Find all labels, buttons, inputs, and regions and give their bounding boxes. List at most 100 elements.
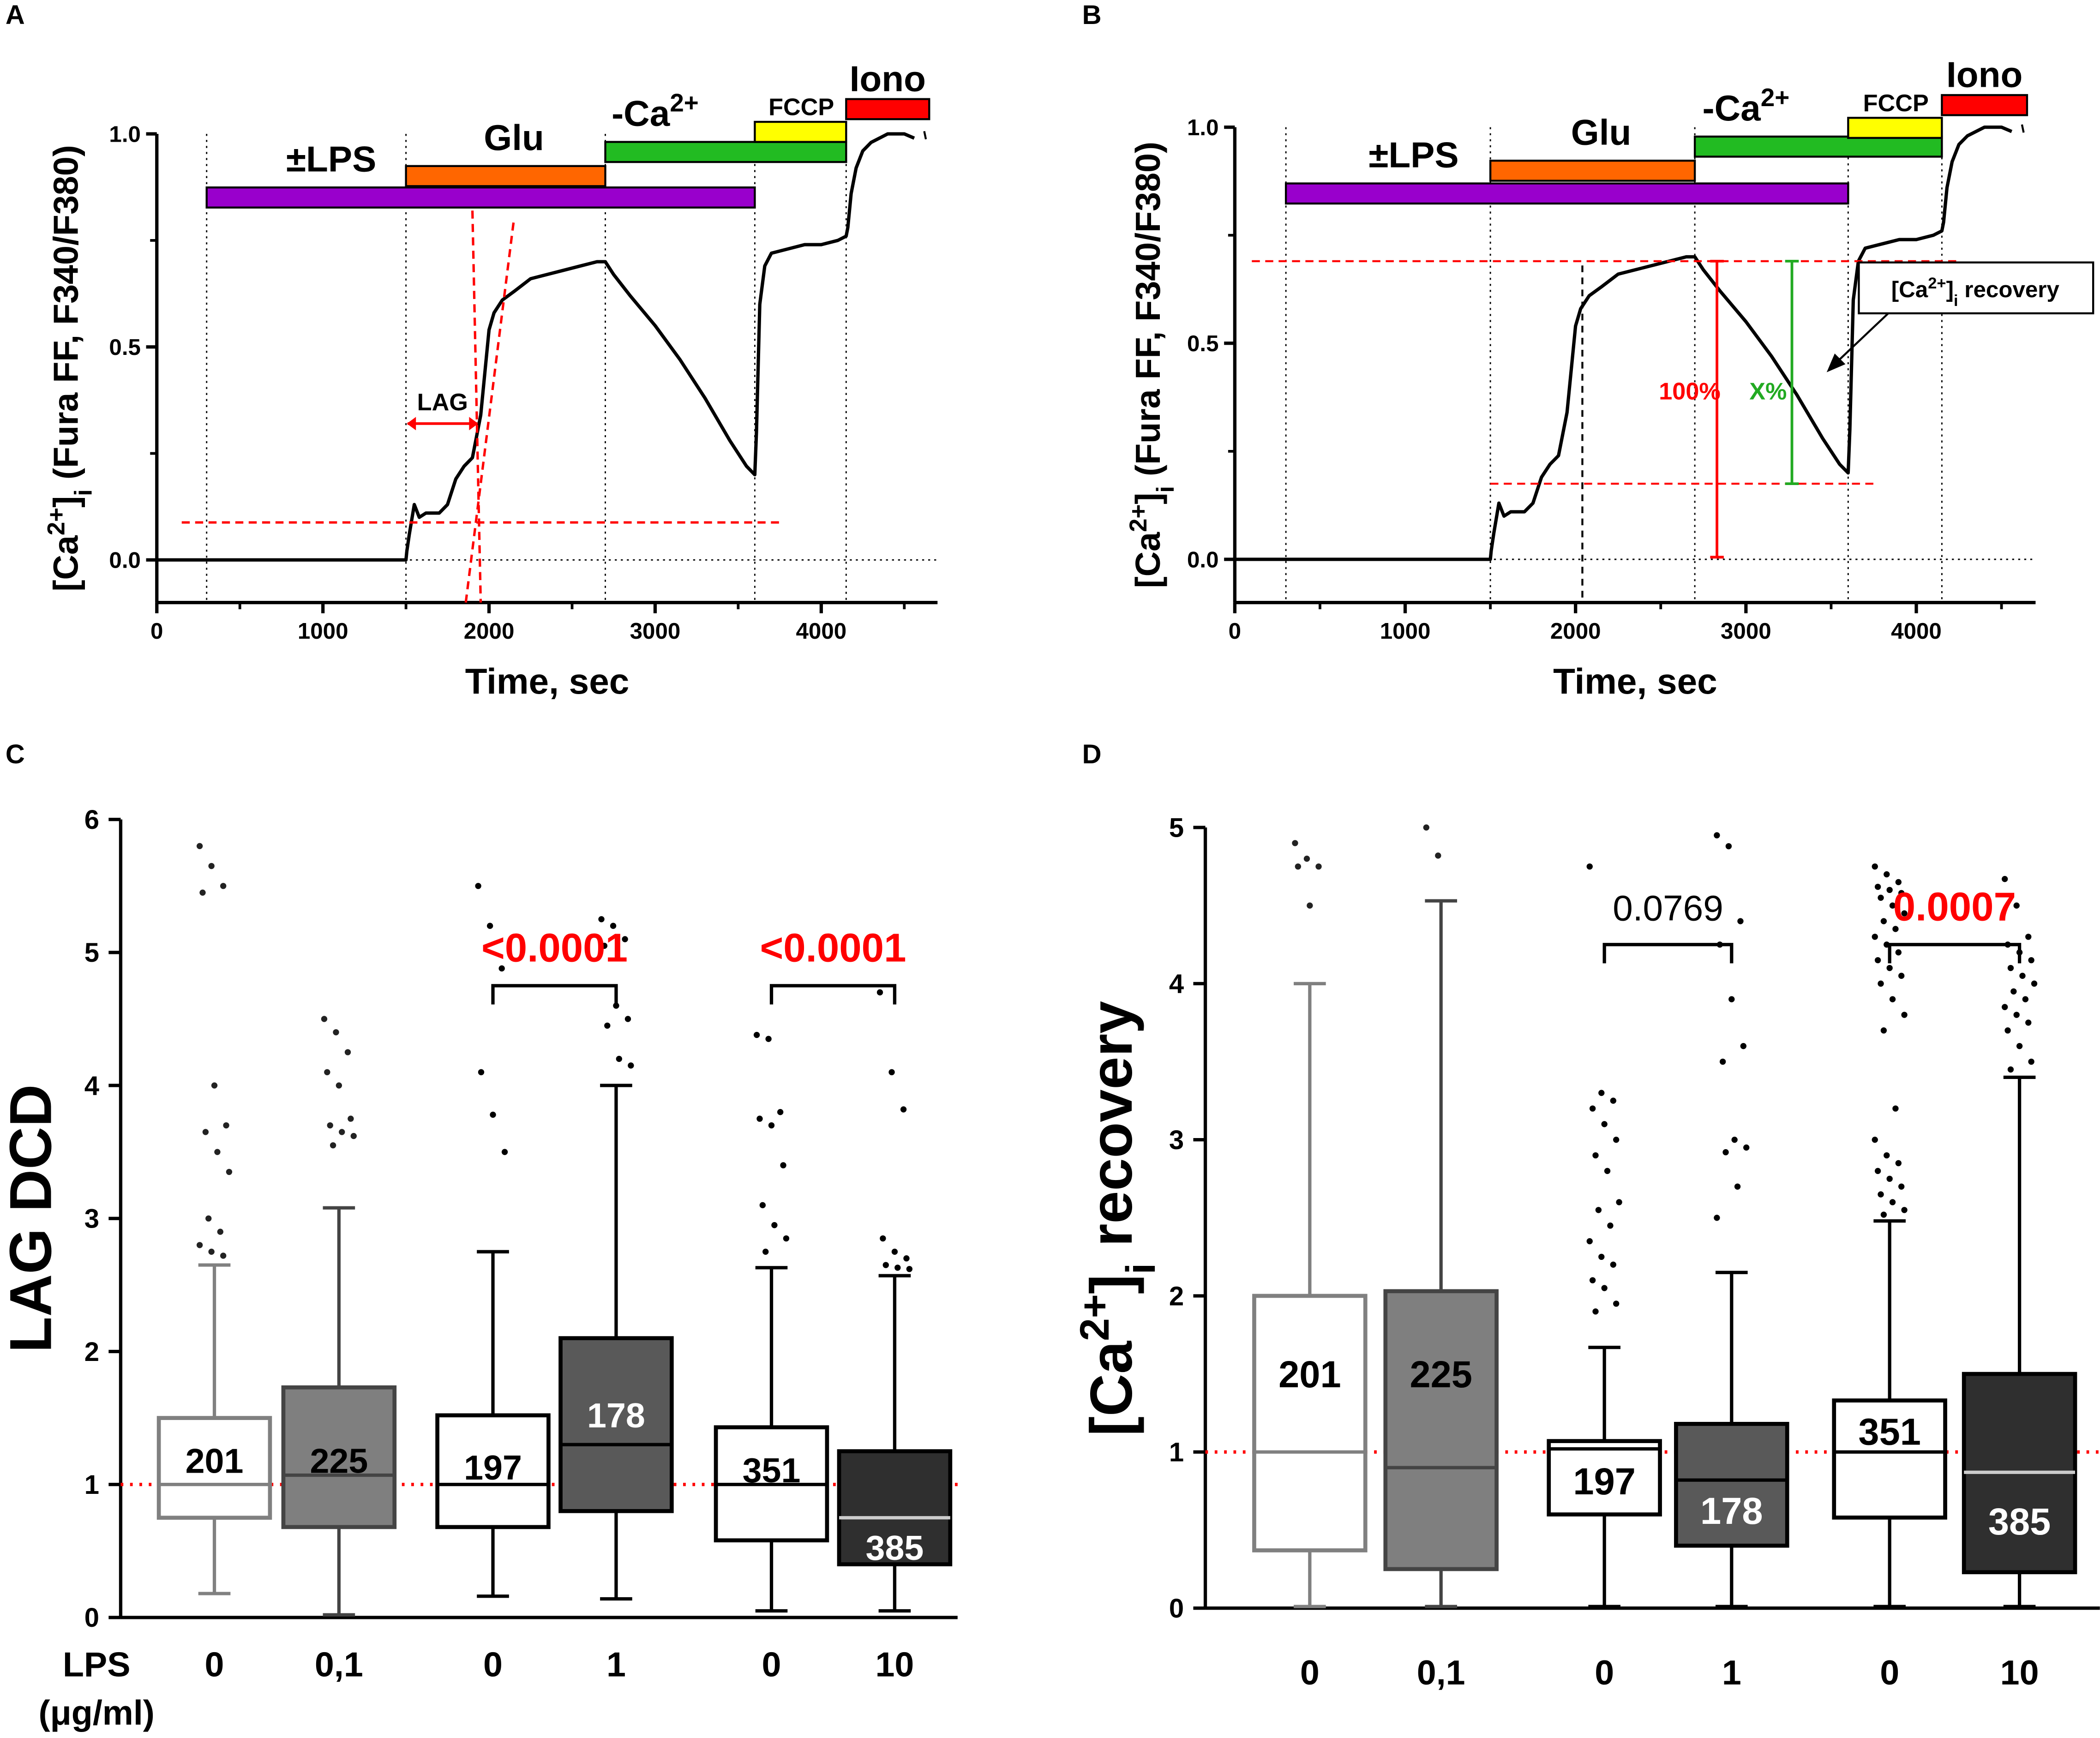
outlier-point [783,1235,790,1242]
outlier-point [211,1082,218,1089]
bar-fccp [754,120,847,143]
bar-label-fccp: FCCP [768,94,834,121]
box [156,1416,272,1520]
outlier-point [1886,1175,1893,1182]
outlier-point [196,1242,203,1248]
outlier-point [601,942,608,949]
box-n-label: 178 [587,1396,645,1435]
x-tick-label: 1000 [298,618,348,644]
significance-bracket [1602,943,1734,964]
category-label: 1 [606,1645,626,1684]
box-n-label: 197 [1573,1461,1636,1503]
bar-glu [405,165,606,187]
category-label: 1 [1722,1653,1741,1692]
outlier-point [1878,1191,1884,1198]
box-n-label: 201 [186,1442,244,1480]
x-tick-label: 1000 [1380,618,1431,644]
outlier-point [616,1055,623,1062]
x-tick-label: 4000 [796,618,847,644]
p-value-label: <0.0001 [481,926,628,971]
outlier-point [2010,988,2017,995]
outlier-point [1307,902,1313,909]
outlier-point [1901,910,1908,917]
category-label: 0 [483,1645,503,1684]
outlier-point [1892,1105,1899,1112]
outlier-point [330,1142,336,1149]
outlier-point [1613,1136,1620,1143]
recovery-box-label-part: [Ca [1891,277,1928,302]
outlier-point [1895,879,1902,886]
y-axis-title-part: i [1117,1263,1164,1275]
outlier-point [604,1022,611,1029]
outlier-point [1586,863,1593,870]
outlier-point [628,1062,634,1069]
box-n-label: 385 [866,1528,924,1567]
x-axis-title: Time, sec [1553,661,1717,701]
box [1547,1439,1662,1516]
outlier-point [199,889,206,896]
outlier-point [2031,980,2038,987]
outlier-point [891,1248,898,1255]
box-n-label: 385 [1988,1501,2051,1543]
x-axis-title-line2: (μg/ml) [39,1693,155,1732]
outlier-point [1315,863,1322,870]
recovery-box [1858,261,2094,315]
outlier-point [2013,1012,2020,1018]
outlier-point [1601,1285,1608,1291]
box-n-label: 351 [743,1451,801,1490]
box [1252,1294,1368,1552]
category-label: 0 [1880,1653,1899,1692]
outlier-point [339,1129,345,1135]
outlier-point [1884,871,1890,878]
outlier-point [1714,1215,1720,1221]
outlier-point [1722,1149,1729,1156]
outlier-point [1874,1168,1881,1174]
lag-label: LAG [417,389,468,416]
x-tick-label: 0 [150,618,163,644]
bar-fccp [1847,117,1943,139]
outlier-point [1895,1160,1902,1167]
outlier-point [768,1122,775,1129]
outlier-point [202,1129,209,1135]
outlier-point [1610,1097,1616,1104]
outlier-point [1874,883,1881,890]
outlier-point [759,1202,766,1209]
outlier-point [1878,980,1884,987]
outlier-point [1889,902,1896,909]
bar-label-lps: ±LPS [286,138,376,179]
bar-lps [205,186,756,209]
outlier-point [324,1069,330,1075]
outlier-point [1719,1058,1726,1065]
outlier-point [1595,1207,1602,1213]
y-axis-title-part: [Ca [1079,1341,1145,1436]
outlier-point [1872,863,1878,870]
y-axis-title-part: i [70,489,97,496]
outlier-point [888,1069,895,1075]
outlier-point [1743,1144,1750,1151]
outlier-point [894,1265,901,1271]
pct100-label: 100% [1659,378,1721,405]
outlier-point [756,1115,763,1122]
recovery-arrowhead [1826,353,1846,372]
outlier-point [1740,1043,1747,1049]
y-tick-label: 6 [84,805,99,835]
y-axis-title: LAG DCD [0,1085,64,1353]
outlier-point [753,1031,760,1038]
y-tick-label: 1 [84,1470,99,1500]
outlier-point [1878,894,1884,901]
outlier-point [2025,934,2032,940]
outlier-point [1892,926,1899,932]
outlier-point [771,1222,778,1229]
outlier-point [882,1262,889,1268]
box [558,1336,674,1513]
outlier-point [2007,965,2014,971]
y-axis-title-part: ] [1079,1275,1145,1295]
trace-end-mark [923,131,927,140]
outlier-point [2028,957,2034,964]
p-value-label: 0.0007 [1893,885,2016,929]
outlier-point [1616,1199,1622,1205]
outlier-point [1889,996,1896,1002]
panel-d: 0 1 2 3 4 5 201 0 225 0,1 197 0 178 1 351 0 385 10 0.0769 0… [1071,813,2100,1692]
outlier-point [1731,1136,1738,1143]
outlier-point [1592,1308,1599,1315]
